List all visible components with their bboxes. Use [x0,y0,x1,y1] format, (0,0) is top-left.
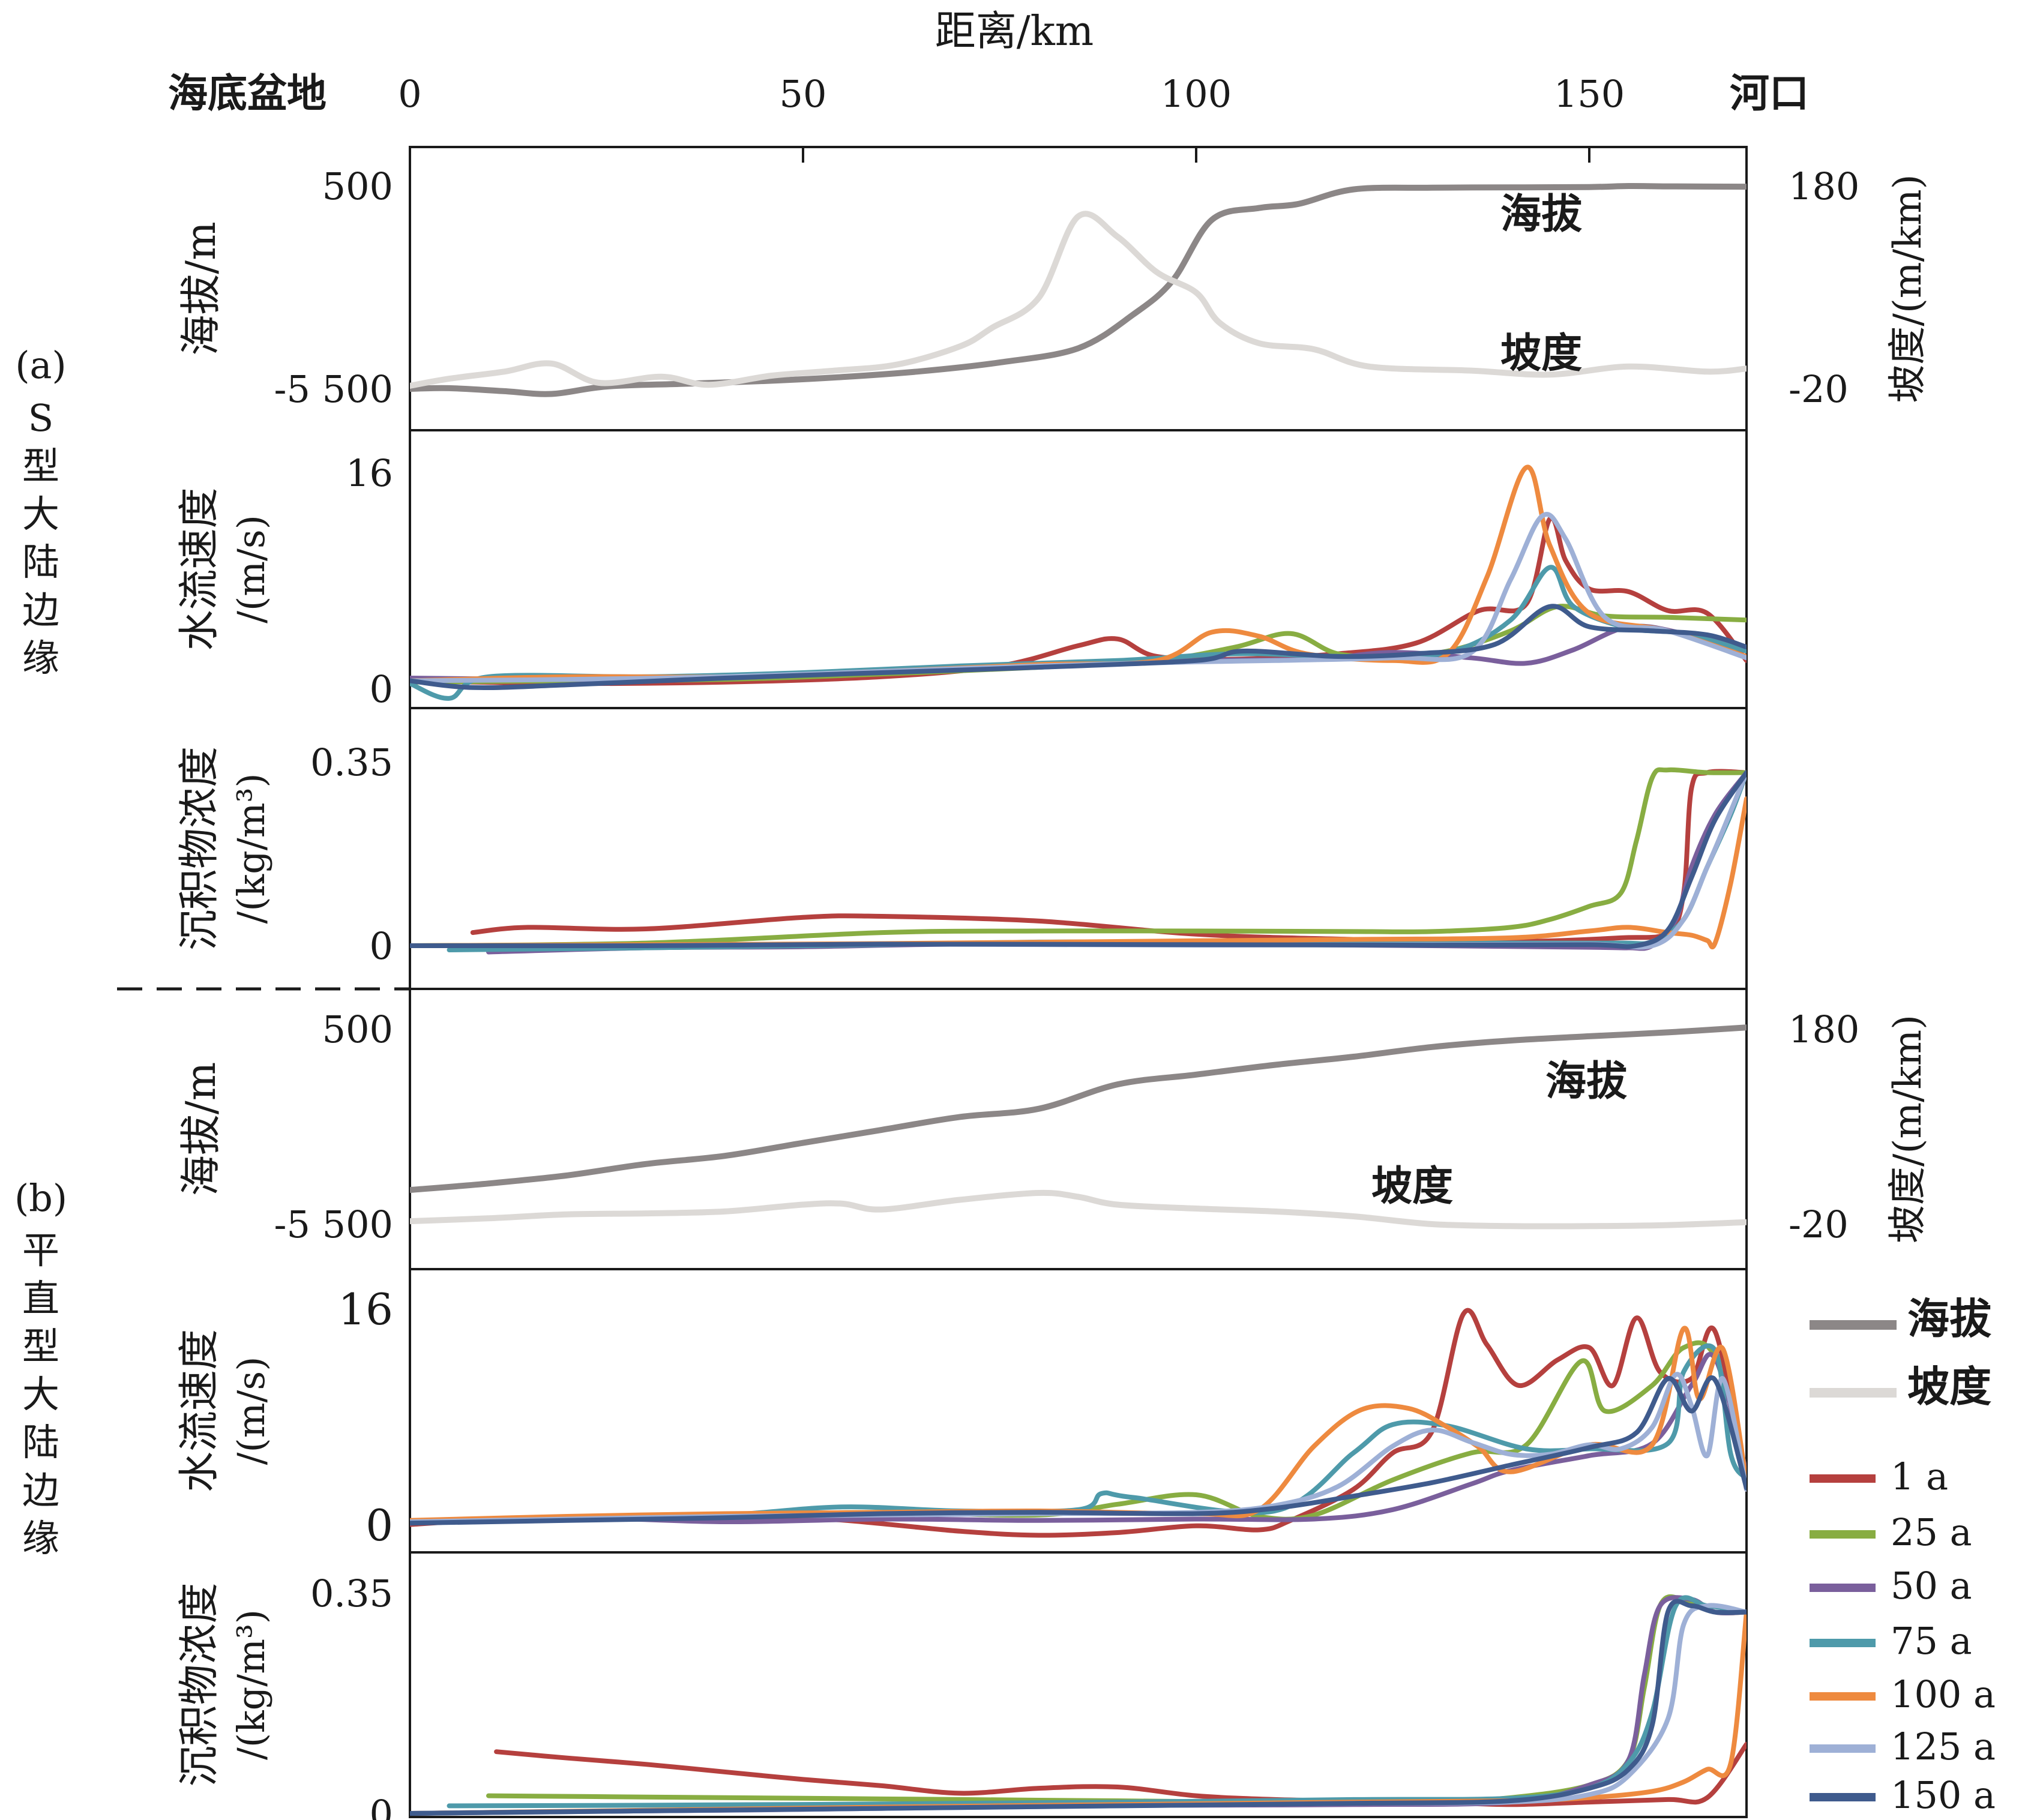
annotation-海拔: 海拔 [1545,1057,1627,1105]
annotation-坡度: 坡度 [1500,329,1582,377]
section-a-title-char: 陆 [22,540,59,584]
y-axis-unit: /(kg/m³) [229,1609,273,1760]
y-tick-label: 500 [322,164,393,208]
x-tick-label: 150 [1554,72,1625,116]
y2-tick-label: -20 [1789,367,1849,411]
section-b-title-char: 陆 [22,1420,59,1464]
section-b-title-char: 缘 [22,1516,59,1560]
legend-label: 坡度 [1907,1362,1991,1411]
legend-label: 25 a [1891,1510,1972,1554]
series-line-100a [410,1326,1747,1523]
series-line-1a [410,1308,1747,1538]
y-tick-label: -5 500 [274,1203,393,1246]
panel-frame [409,1551,1748,1818]
y2-tick-label: -20 [1789,1203,1849,1246]
series-line-25a [410,767,1747,948]
y-tick-label: -5 500 [274,367,393,411]
legend-label: 150 a [1891,1773,1996,1817]
y-axis-label: 沉积物浓度 [176,1582,223,1786]
legend-label: 75 a [1891,1619,1972,1663]
y2-axis-label: 坡度/(m/km) [1886,174,1930,403]
y2-tick-label: 180 [1789,1008,1859,1051]
legend-label: 海拔 [1907,1294,1991,1344]
y2-axis-label: 坡度/(m/km) [1886,1015,1930,1243]
legend-label: 125 a [1891,1725,1996,1768]
series-line-50a [410,1595,1747,1816]
y-axis-label: 水流速度 [176,487,223,650]
panel-b-velocity: 16 0 水流速度/(m/s) [176,1268,1748,1554]
section-a-label: (a) [15,343,66,387]
series-line-50a [410,1351,1747,1526]
y-tick-label: 0.35 [310,1572,393,1615]
y-tick-label: 0 [366,1500,393,1551]
series-line-坡度 [410,1189,1747,1230]
annotation-坡度: 坡度 [1371,1162,1453,1210]
y-tick-label: 0.35 [310,740,393,784]
y-axis-unit: /(m/s) [229,515,273,623]
y-axis-label: 海拔/m [178,221,225,355]
series-line-100a [410,1609,1747,1816]
series-line-坡度 [410,211,1747,389]
top-axis-label: 距离/km [935,8,1094,55]
panel-a-concentration: 0.35 0 沉积物浓度/(kg/m³) [176,707,1748,990]
section-a-title-char: 边 [22,588,59,632]
series-line-125a [410,1603,1747,1816]
y-axis-label: 海拔/m [178,1062,225,1196]
section-a-title-char: 型 [22,444,59,488]
panel-b-concentration: 0.35 0 沉积物浓度/(kg/m³) [176,1551,1748,1820]
section-b-title-char: 直 [22,1276,59,1320]
series-line-海拔 [410,1024,1747,1194]
series-line-75a [447,770,1747,952]
annotation-海拔: 海拔 [1500,190,1582,238]
x-tick-label: 100 [1161,72,1232,116]
section-b-title-char: 型 [22,1324,59,1368]
series-line-75a [447,1595,1747,1809]
y-axis-unit: /(kg/m³) [229,773,273,924]
section-b-label: (b) [14,1176,67,1220]
y-axis-label: 水流速度 [176,1329,223,1492]
series-line-75a [447,1343,1747,1524]
right-end-label: 河口 [1730,70,1809,116]
series-line-150a [410,604,1747,691]
panel-a-velocity: 16 0 水流速度/(m/s) [176,429,1748,711]
series-line-150a [410,770,1747,949]
series-line-1a [410,515,1747,686]
x-tick-label: 0 [398,72,421,116]
y-tick-label: 0 [370,1792,393,1820]
section-b-title-char: 平 [22,1228,59,1272]
section-b-title-char: 大 [22,1372,59,1416]
section-a-title-char: 缘 [22,636,59,680]
legend-label: 1 a [1891,1455,1948,1498]
series-line-100a [410,464,1747,683]
legend-label: 50 a [1891,1564,1972,1608]
series-line-150a [410,1599,1747,1816]
section-b-title-char: 边 [22,1468,59,1512]
series-line-150a [410,1375,1747,1526]
y-axis-label: 沉积物浓度 [176,746,223,951]
y-tick-label: 16 [338,1284,393,1335]
y-tick-label: 0 [370,667,393,711]
y-tick-label: 16 [346,451,393,495]
section-a-title-char: 大 [22,492,59,536]
y-tick-label: 500 [322,1008,393,1051]
legend-label: 100 a [1891,1672,1996,1716]
section-a-title-char: S [28,396,53,440]
y-tick-label: 0 [370,924,393,968]
series-line-25a [486,1594,1747,1805]
left-end-label: 海底盆地 [168,70,326,116]
x-tick-label: 50 [780,72,827,116]
y2-tick-label: 180 [1789,164,1859,208]
series-line-1a [494,1741,1747,1807]
series-line-50a [410,623,1747,682]
series-line-125a [410,1372,1747,1524]
y-axis-unit: /(m/s) [229,1357,273,1465]
series-line-海拔 [410,182,1747,397]
